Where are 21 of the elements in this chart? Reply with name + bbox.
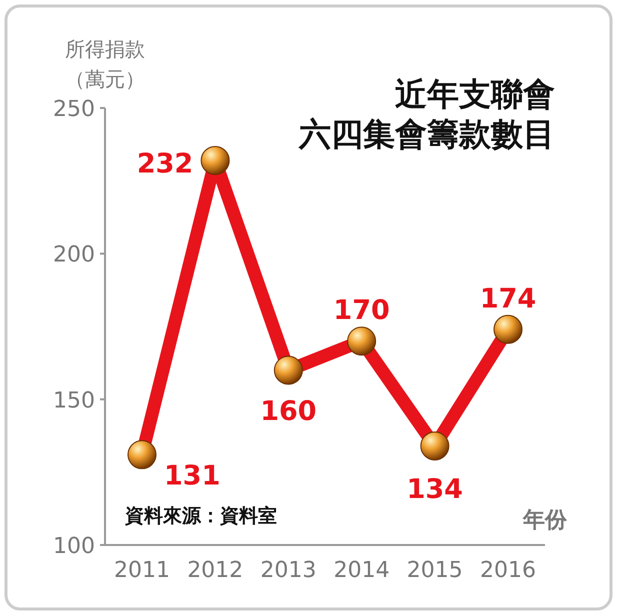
data-label: 160 (260, 396, 317, 428)
chart-title: 近年支聯會 (395, 75, 555, 113)
x-tick-label: 2014 (334, 558, 390, 583)
data-label: 170 (333, 295, 390, 326)
data-label: 174 (480, 283, 536, 314)
x-tick-label: 2012 (187, 558, 244, 583)
x-tick-label: 2015 (406, 558, 463, 583)
y-tick-label: 250 (53, 97, 95, 122)
y-tick-label: 100 (53, 534, 95, 559)
data-label: 131 (164, 460, 220, 492)
y-axis-title: 所得捐款（萬元） (65, 36, 146, 93)
data-label: 232 (136, 148, 194, 180)
chart-subtitle: 六四集會籌款數目 (298, 115, 555, 153)
x-tick-label: 2013 (260, 558, 316, 583)
annotation: 資料來源：資料室 (124, 505, 277, 527)
data-label: 134 (406, 474, 463, 505)
y-tick-label: 150 (53, 388, 95, 414)
x-tick-label: 2016 (480, 558, 536, 583)
x-axis-title: 年份 (522, 508, 568, 533)
x-tick-label: 2011 (114, 558, 170, 583)
y-tick-label: 200 (53, 242, 95, 268)
